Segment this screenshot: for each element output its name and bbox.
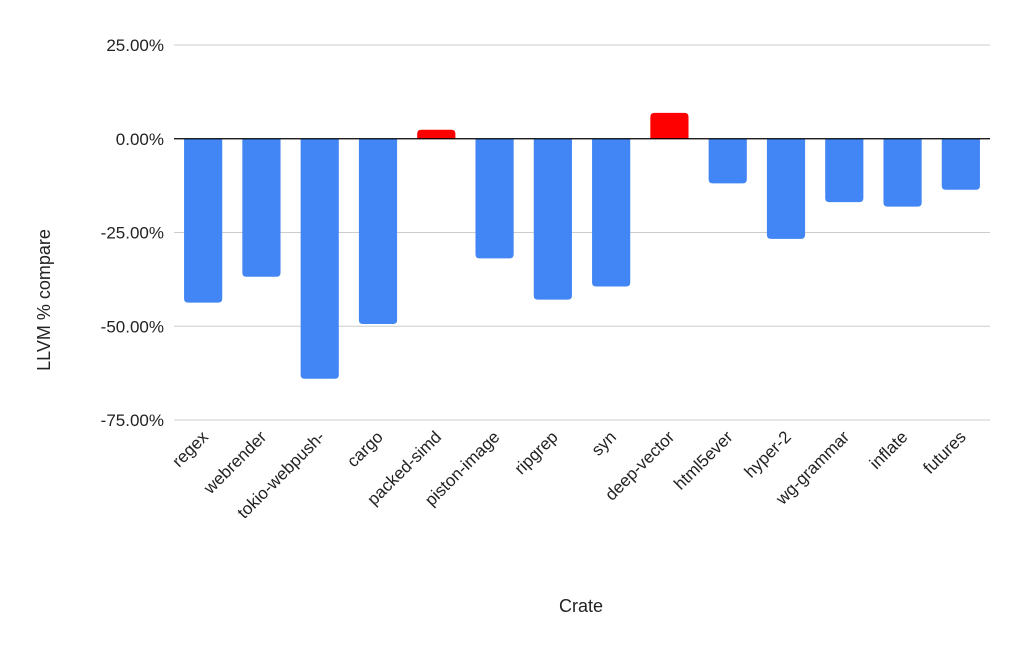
bar-wg-grammar	[825, 138, 864, 203]
bar-packed-simd	[417, 129, 456, 139]
y-tick-label: -50.00%	[101, 317, 164, 336]
bar-inflate	[883, 138, 922, 207]
x-tick-label: regex	[168, 427, 212, 471]
gridlines	[174, 44, 990, 421]
y-tick-label: 25.00%	[106, 36, 164, 55]
x-tick-label: hyper-2	[741, 427, 795, 481]
bar-tokio-webpush-	[300, 138, 339, 379]
bar-deep-vector	[650, 112, 689, 139]
x-tick-labels: regexwebrendertokio-webpush-cargopacked-…	[168, 427, 969, 522]
y-tick-label: -25.00%	[101, 224, 164, 243]
y-axis-title: LLVM % compare	[34, 229, 54, 371]
x-tick-label: inflate	[866, 427, 912, 473]
bar-webrender	[242, 138, 281, 277]
bar-futures	[941, 138, 980, 190]
x-tick-label: ripgrep	[511, 427, 562, 478]
bar-piston-image	[475, 138, 514, 259]
bars	[184, 112, 980, 379]
x-axis-title: Crate	[559, 596, 603, 616]
y-tick-label: -75.00%	[101, 411, 164, 430]
bar-regex	[184, 138, 223, 303]
x-tick-label: syn	[588, 427, 620, 459]
bar-hyper-2	[766, 138, 806, 239]
bar-ripgrep	[533, 138, 572, 300]
x-tick-label: futures	[919, 427, 969, 477]
x-tick-label: html5ever	[670, 427, 736, 493]
bar-html5ever	[708, 138, 747, 184]
y-tick-labels: 25.00% 0.00% -25.00% -50.00% -75.00%	[101, 36, 164, 430]
x-tick-label: cargo	[343, 427, 387, 471]
bar-cargo	[358, 138, 398, 324]
y-tick-label: 0.00%	[116, 130, 164, 149]
bar-syn	[592, 138, 631, 287]
